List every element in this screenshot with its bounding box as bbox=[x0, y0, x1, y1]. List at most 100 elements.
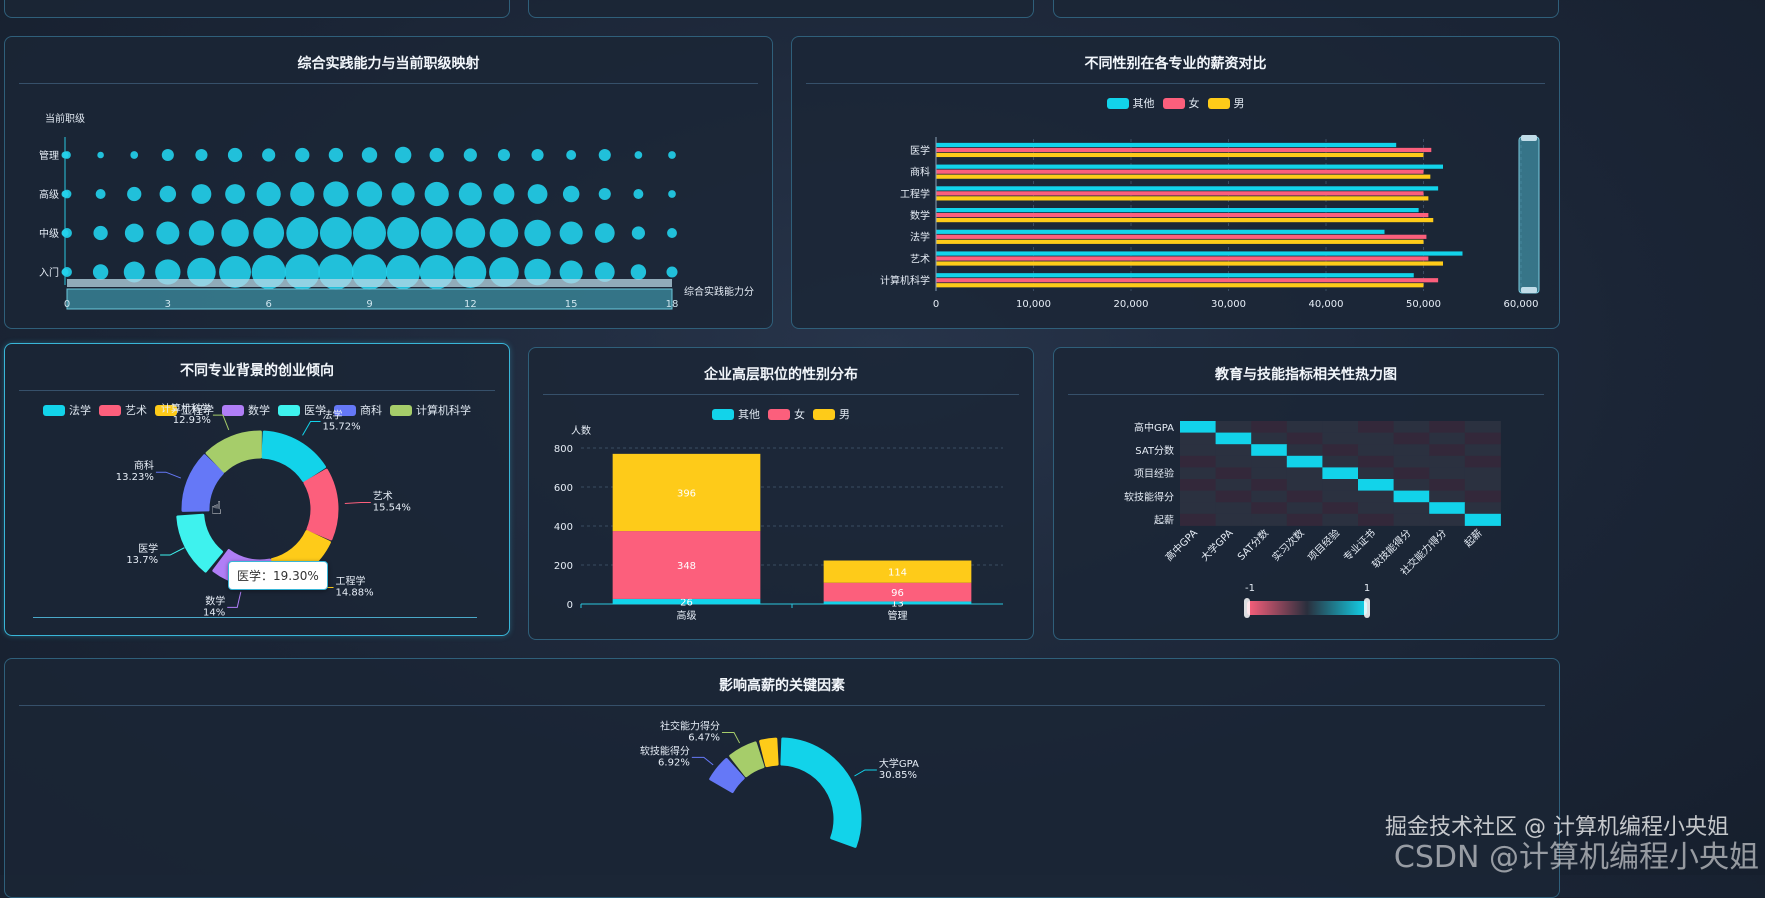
y-tick-label: SAT分数 bbox=[1135, 444, 1174, 457]
heatmap-cell bbox=[1180, 444, 1217, 457]
bubble-point bbox=[62, 228, 72, 238]
heatmap-cell bbox=[1251, 490, 1288, 503]
heatmap-cell bbox=[1429, 432, 1466, 445]
heatmap-cell bbox=[1464, 513, 1501, 526]
practice-rank-panel: 综合实践能力与当前职级映射 当前职级 入门 中级 高级 管理 0 3 6 9 12 15 18 综合实践… bbox=[4, 36, 773, 329]
bubble-point bbox=[594, 223, 615, 243]
salary-bar-chart[interactable]: 0 10,000 20,000 30,000 40,000 50,000 60,000 计算机… bbox=[792, 37, 1559, 328]
x-tick-label: 专业证书 bbox=[1340, 526, 1377, 563]
zoom-handle-top bbox=[1521, 135, 1537, 141]
legend-item[interactable]: 商科 bbox=[334, 402, 382, 418]
heatmap-cell bbox=[1251, 432, 1288, 445]
legend-item[interactable]: 女 bbox=[768, 406, 805, 422]
salary-factors-panel: 影响高薪的关键因素 大学GPA 30.85% 社交能力得分 6.47% 软技能得分 6.9… bbox=[4, 658, 1560, 898]
bar-data-label: 96 bbox=[891, 588, 904, 599]
heatmap-cell bbox=[1464, 467, 1501, 480]
chart-legend[interactable]: 法学 艺术 工程学 数学 医学 商科 计算机科学 bbox=[5, 402, 509, 418]
legend-item[interactable]: 工程学 bbox=[155, 402, 214, 418]
x-tick-label: 20,000 bbox=[1114, 299, 1149, 310]
bubble-point bbox=[633, 189, 644, 199]
legend-swatch bbox=[43, 405, 65, 416]
panel-title: 综合实践能力与当前职级映射 bbox=[297, 56, 480, 72]
x-tick-label: 实习次数 bbox=[1269, 526, 1306, 563]
x-tick-label: 30,000 bbox=[1211, 299, 1246, 310]
heatmap-cell bbox=[1322, 455, 1359, 468]
bar-data-label: 396 bbox=[677, 488, 696, 499]
heatmap-cell bbox=[1286, 421, 1323, 434]
legend-item[interactable]: 女 bbox=[1162, 95, 1200, 111]
bubble-point bbox=[161, 148, 174, 162]
bubble-point bbox=[391, 182, 415, 206]
heatmap-cell bbox=[1429, 444, 1466, 457]
heatmap-cell bbox=[1215, 513, 1252, 526]
chart-legend[interactable]: 其他 女 男 bbox=[792, 95, 1559, 111]
bubble-point bbox=[531, 148, 544, 162]
stacked-bar-segment bbox=[823, 582, 972, 602]
startup-donut-chart[interactable]: 法学15.72%艺术15.54%工程学14.88%数学14%医学13.7%商科1… bbox=[5, 344, 509, 635]
x-tick-label: 50,000 bbox=[1406, 299, 1441, 310]
bubble-point bbox=[524, 219, 551, 247]
senior-gender-panel: 企业高层职位的性别分布 其他 女 男 人数 0 200 400 600 800 高级 26 348 3… bbox=[528, 347, 1034, 640]
bubble-point bbox=[227, 147, 243, 163]
bubble-point bbox=[155, 259, 181, 285]
slice-name-label: 计算机科学 bbox=[161, 402, 211, 415]
legend-label: 法学 bbox=[69, 404, 91, 417]
bubble-point bbox=[92, 264, 109, 280]
slice-name-label: 数学 bbox=[205, 594, 225, 607]
panel-title: 企业高层职位的性别分布 bbox=[704, 367, 858, 383]
legend-item[interactable]: 法学 bbox=[43, 402, 91, 418]
salary-bar bbox=[936, 152, 1424, 158]
legend-swatch bbox=[1162, 98, 1185, 109]
heatmap-cell bbox=[1180, 479, 1217, 492]
x-tick-label: 项目经验 bbox=[1305, 526, 1342, 563]
donut-slice bbox=[205, 430, 262, 473]
heatmap-cell bbox=[1251, 502, 1288, 515]
y-tick-label: 起薪 bbox=[1154, 515, 1174, 527]
bubble-point bbox=[489, 218, 519, 248]
title-divider bbox=[19, 83, 758, 84]
salary-bar bbox=[936, 196, 1429, 201]
label-leader-line bbox=[691, 756, 714, 766]
y-tick-label: 高级 bbox=[39, 188, 59, 201]
legend-label: 男 bbox=[839, 408, 850, 421]
salary-bar bbox=[936, 169, 1424, 174]
heatmap-cell bbox=[1393, 479, 1430, 492]
legend-item[interactable]: 男 bbox=[1207, 95, 1245, 111]
bubble-point bbox=[524, 258, 551, 286]
legend-item[interactable]: 计算机科学 bbox=[390, 402, 471, 418]
y-tick-label: 800 bbox=[554, 444, 573, 455]
heatmap-cell bbox=[1429, 502, 1466, 515]
heatmap-cell bbox=[1215, 490, 1252, 503]
chart-legend[interactable]: 其他 女 男 bbox=[529, 406, 1033, 422]
legend-item[interactable]: 其他 bbox=[712, 406, 760, 422]
legend-item[interactable]: 数学 bbox=[222, 402, 270, 418]
legend-item[interactable]: 医学 bbox=[278, 402, 326, 418]
y-tick-label: 软技能得分 bbox=[1124, 490, 1174, 503]
bubble-point bbox=[62, 267, 72, 277]
bubble-point bbox=[319, 217, 352, 249]
donut-slice bbox=[176, 513, 223, 573]
y-tick-label: 数学 bbox=[910, 209, 930, 222]
slice-name-label: 工程学 bbox=[336, 575, 366, 588]
heatmap-cell bbox=[1429, 467, 1466, 480]
x-tick-label: SAT分数 bbox=[1235, 526, 1272, 563]
bubble-point bbox=[290, 181, 315, 207]
visual-map-bar bbox=[1247, 601, 1367, 615]
legend-swatch bbox=[99, 405, 121, 416]
label-leader-line bbox=[212, 414, 230, 431]
y-tick-label: 医学 bbox=[910, 144, 930, 157]
heatmap-cell bbox=[1251, 513, 1288, 526]
legend-item[interactable]: 其他 bbox=[1106, 95, 1155, 111]
x-tick-label: 大学GPA bbox=[1198, 526, 1236, 564]
legend-item[interactable]: 男 bbox=[813, 406, 850, 422]
legend-item[interactable]: 艺术 bbox=[99, 402, 147, 418]
y-tick-label: 400 bbox=[554, 522, 573, 533]
legend-label: 女 bbox=[794, 408, 805, 421]
legend-label: 其他 bbox=[1132, 97, 1155, 110]
heatmap-cell bbox=[1251, 467, 1288, 480]
slice-value-label: 6.47% bbox=[688, 732, 720, 743]
